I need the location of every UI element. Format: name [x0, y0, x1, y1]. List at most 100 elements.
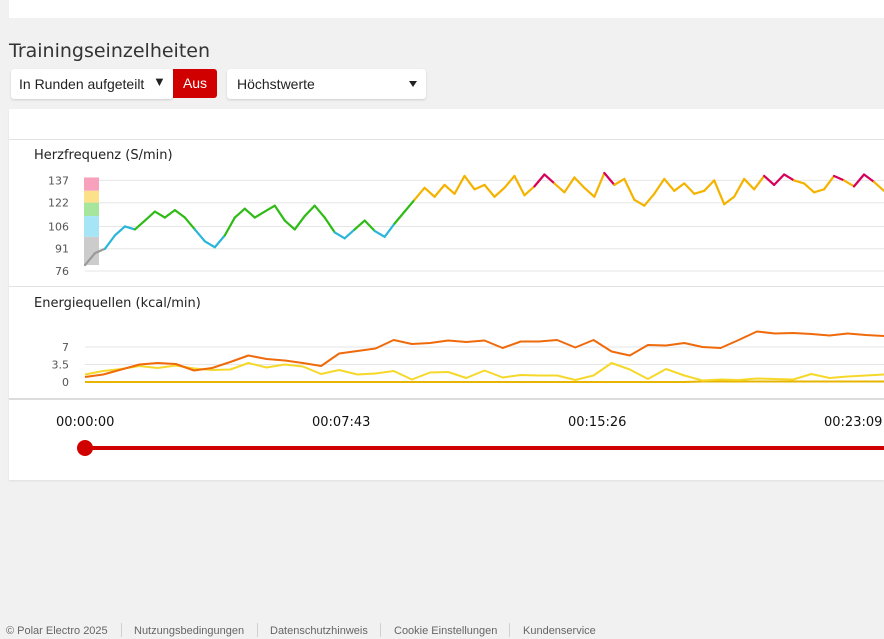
hr-line-segment [443, 183, 456, 195]
hr-line-segment [852, 173, 866, 188]
hr-line-segment [713, 179, 726, 206]
hr-line-segment [703, 179, 716, 192]
footer: © Polar Electro 2025 Nutzungsbedingungen… [0, 616, 884, 639]
hr-line-segment [323, 216, 336, 234]
hr-line-segment [373, 229, 386, 238]
hr-line-segment [603, 171, 616, 186]
hr-line-segment [563, 176, 576, 194]
footer-link-cookies[interactable]: Cookie Einstellungen [394, 625, 498, 637]
hr-line-segment [283, 219, 296, 231]
hr-line-segment [103, 234, 117, 250]
time-label-2: 00:15:26 [568, 415, 627, 430]
hr-line-segment [802, 182, 816, 194]
footer-link-privacy[interactable]: Datenschutzhinweis [270, 625, 368, 637]
hr-line-segment [763, 174, 776, 186]
hr-line-segment [593, 171, 606, 198]
metric-label: Höchstwerte [237, 76, 315, 92]
hr-line-segment [353, 219, 366, 231]
lap-toggle-button[interactable]: Aus [173, 69, 217, 98]
divider [9, 139, 884, 140]
hr-line-segment [783, 173, 796, 182]
hr-tick-label: 122 [48, 197, 69, 210]
time-label-3: 00:23:09 [824, 415, 883, 430]
hr-line-segment [173, 209, 186, 219]
hr-line-segment [423, 186, 436, 198]
footer-separator [509, 623, 510, 637]
hr-line-segment [533, 173, 546, 188]
hr-line-segment [303, 204, 316, 218]
previous-card [9, 0, 884, 18]
hr-line-segment [872, 180, 884, 192]
hr-line-segment [773, 173, 786, 186]
hr-line-segment [133, 219, 147, 231]
footer-link-terms[interactable]: Nutzungsbedingungen [134, 625, 245, 637]
hr-line-segment [862, 173, 876, 184]
lap-split-label: In Runden aufgeteilt [19, 76, 145, 92]
hr-line-segment [673, 182, 686, 192]
hr-line-segment [583, 186, 596, 198]
hr-line-segment [633, 198, 646, 207]
timeline-track[interactable] [85, 446, 884, 450]
hr-zone-block [84, 216, 99, 237]
hr-line-segment [393, 210, 406, 225]
hr-line-segment [553, 182, 566, 194]
hr-line-segment [333, 231, 346, 240]
lap-split-dropdown[interactable]: In Runden aufgeteilt ▼ [11, 69, 173, 99]
hr-line-segment [623, 177, 636, 201]
hr-line-segment [463, 174, 476, 191]
energy-tick-label: 3.5 [52, 359, 70, 372]
divider [9, 286, 884, 287]
hr-line-segment [93, 247, 107, 255]
hr-line-segment [233, 207, 246, 219]
hr-line-segment [83, 252, 97, 267]
section-title: Trainingseinzelheiten [9, 40, 211, 62]
energy-series-protein [85, 380, 884, 383]
hr-line-segment [153, 210, 166, 219]
hr-line-segment [453, 174, 466, 195]
hr-line-segment [743, 177, 756, 191]
metric-dropdown[interactable]: Höchstwerte [227, 69, 426, 99]
hr-line-segment [433, 183, 446, 198]
hr-line-segment [253, 210, 266, 219]
footer-separator [121, 623, 122, 637]
hr-line-segment [273, 204, 286, 222]
hr-line-segment [663, 177, 676, 192]
hr-line-segment [643, 192, 656, 207]
hr-line-segment [343, 228, 356, 240]
hr-tick-label: 76 [55, 265, 69, 278]
hr-zone-block [84, 190, 99, 203]
caret-down-icon [409, 81, 417, 87]
hr-line-segment [653, 177, 666, 195]
time-label-1: 00:07:43 [312, 415, 371, 430]
hr-line-segment [613, 177, 626, 186]
hr-line-segment [403, 198, 416, 213]
divider [9, 398, 884, 400]
hr-line-segment [143, 210, 157, 222]
hr-line-segment [473, 183, 486, 191]
hr-line-segment [183, 216, 196, 231]
heart-rate-chart[interactable]: 76 91 106 122 137 [9, 169, 884, 289]
hr-line-segment [842, 179, 856, 188]
hr-line-segment [822, 174, 836, 191]
hr-line-segment [693, 189, 706, 195]
copyright: © Polar Electro 2025 [6, 625, 108, 637]
timeline-handle[interactable] [77, 440, 93, 456]
hr-line-segment [543, 173, 556, 185]
hr-line-segment [123, 225, 137, 231]
hr-line-segment [832, 174, 846, 182]
hr-line-segment [223, 216, 236, 237]
dropdown-arrow-icon: ▼ [153, 74, 166, 89]
heart-rate-title: Herzfrequenz (S/min) [34, 148, 173, 163]
hr-line-segment [723, 195, 736, 206]
hr-line-segment [503, 174, 516, 189]
time-label-start: 00:00:00 [56, 415, 115, 430]
energy-sources-title: Energiequellen (kcal/min) [34, 296, 201, 311]
footer-link-support[interactable]: Kundenservice [523, 625, 596, 637]
hr-line-segment [363, 219, 376, 233]
hr-line-segment [313, 204, 326, 219]
energy-sources-chart[interactable]: 03.57 [9, 319, 884, 399]
hr-line-segment [793, 179, 806, 185]
hr-zone-block [84, 177, 99, 191]
hr-line-segment [113, 225, 127, 237]
hr-line-segment [213, 234, 226, 249]
